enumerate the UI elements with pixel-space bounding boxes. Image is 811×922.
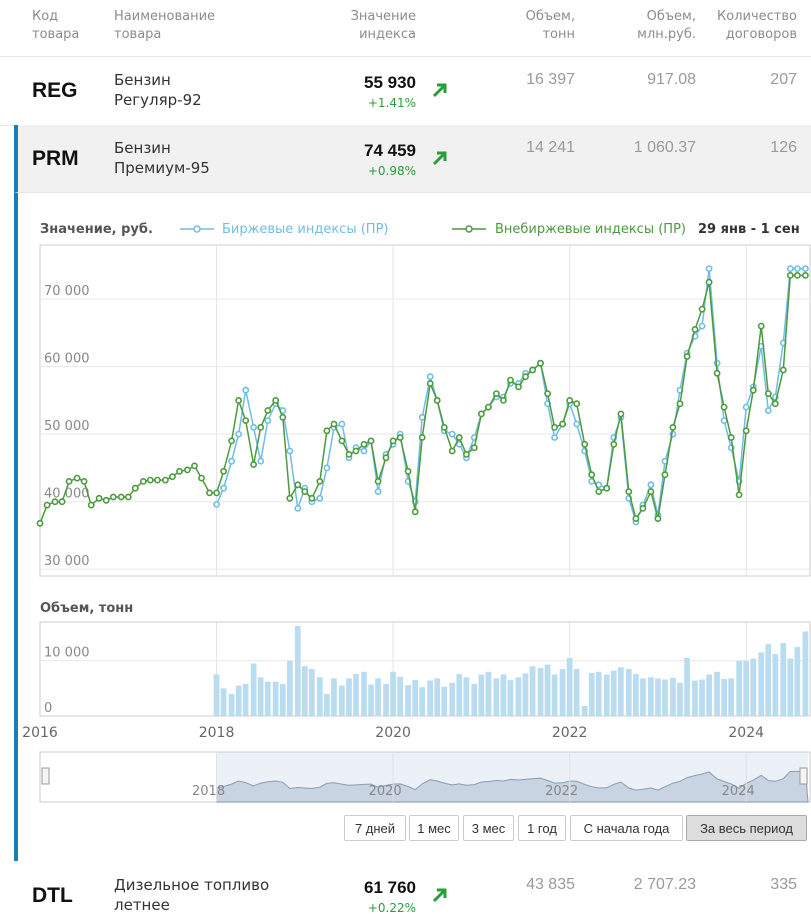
period-7d-button[interactable]: 7 дней	[344, 815, 406, 841]
product-name: Бензин Регуляр-92	[114, 71, 202, 109]
arrow-up-icon	[432, 83, 447, 98]
volume-rub: 917.08	[647, 71, 696, 88]
product-code: PRM	[32, 147, 79, 170]
product-name: Бензин Премиум-95	[114, 139, 210, 177]
index-value: 74 459	[364, 141, 416, 160]
contracts: 335	[770, 876, 797, 893]
volume-t: 16 397	[526, 71, 575, 88]
arrow-up-icon	[432, 151, 447, 166]
contracts: 207	[770, 71, 797, 88]
table-row-prm[interactable]: PRM Бензин Премиум-95 74 459 +0.98% 14 2…	[14, 125, 811, 193]
col-header-index[interactable]: Значение индекса	[350, 9, 416, 42]
table-header: Код товара Наименование товара Значение …	[0, 0, 811, 57]
col-header-code[interactable]: Код товара	[32, 9, 80, 42]
table-row-reg[interactable]: REG Бензин Регуляр-92 55 930 +1.41% 16 3…	[0, 57, 811, 126]
product-name: Дизельное топливо летнее	[114, 876, 270, 914]
period-all-button[interactable]: За весь период	[686, 815, 807, 841]
col-header-volume-t[interactable]: Объем, тонн	[525, 9, 575, 42]
product-code: REG	[32, 79, 78, 102]
index-value: 55 930	[364, 73, 416, 92]
period-1y-button[interactable]: 1 год	[518, 815, 566, 841]
volume-t: 14 241	[526, 139, 575, 156]
volume-rub: 2 707.23	[633, 876, 696, 893]
period-1m-button[interactable]: 1 мес	[409, 815, 459, 841]
index-value: 61 760	[364, 878, 416, 897]
index-change: +0.22%	[367, 901, 416, 915]
product-code: DTL	[32, 884, 73, 907]
index-change: +1.41%	[367, 96, 416, 110]
col-header-contracts[interactable]: Количество договоров	[717, 9, 797, 42]
index-change: +0.98%	[367, 164, 416, 178]
period-ytd-button[interactable]: С начала года	[570, 815, 683, 841]
chart-panel	[14, 193, 811, 861]
arrow-up-icon	[432, 888, 447, 903]
contracts: 126	[770, 139, 797, 156]
volume-t: 43 835	[526, 876, 575, 893]
period-3m-button[interactable]: 3 мес	[463, 815, 514, 841]
col-header-name[interactable]: Наименование товара	[114, 9, 216, 42]
table-row-dtl[interactable]: DTL Дизельное топливо летнее 61 760 +0.2…	[0, 862, 811, 922]
col-header-volume-rub[interactable]: Объем, млн.руб.	[637, 9, 696, 42]
volume-rub: 1 060.37	[633, 139, 696, 156]
